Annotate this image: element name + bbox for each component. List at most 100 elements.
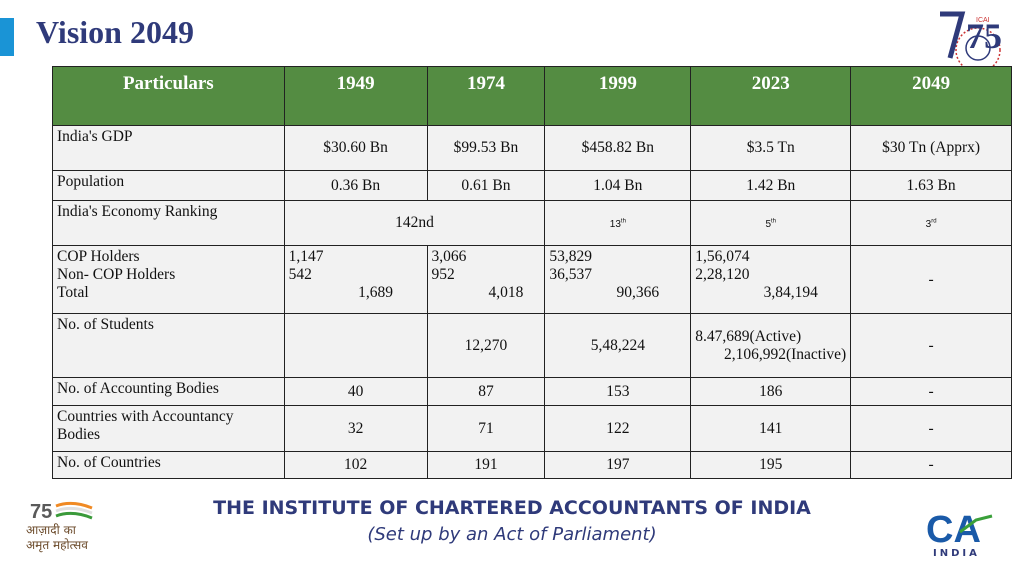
icai-75-logo-icon: 75 ICAI	[940, 11, 1002, 73]
total-value: 1,689	[358, 284, 394, 301]
table-cell: -	[850, 377, 1012, 406]
footer-subtitle: (Set up by an Act of Parliament)	[367, 524, 657, 545]
row-label: India's GDP	[52, 125, 285, 171]
total-label: Total	[57, 284, 89, 301]
row-label: Countries with Accountancy Bodies	[52, 405, 285, 452]
row-label: COP Holders Non- COP Holders Total	[52, 245, 285, 314]
table-cell: -	[850, 245, 1012, 314]
table-cell: 186	[690, 377, 852, 406]
table-cell: 87	[426, 377, 546, 406]
rank-suffix: th	[620, 218, 626, 225]
column-header: 1999	[544, 66, 692, 126]
svg-text:CA: CA	[926, 509, 981, 551]
table-cell: 102	[283, 451, 428, 479]
table-cell: 13th	[544, 200, 692, 246]
table-cell: 141	[690, 405, 852, 452]
table-cell: 0.36 Bn	[283, 170, 428, 201]
column-header: 1949	[283, 66, 428, 126]
table-header-row: Particulars 1949 1974 1999 2023 2049	[52, 66, 1012, 126]
table-cell: $458.82 Bn	[544, 125, 692, 171]
table-cell: 1.42 Bn	[690, 170, 852, 201]
table-row-gdp: India's GDP $30.60 Bn $99.53 Bn $458.82 …	[52, 125, 1012, 171]
table-cell: 12,270	[426, 313, 546, 378]
row-label: Population	[52, 170, 285, 201]
table-row-students: No. of Students 12,270 5,48,224 8.47,689…	[52, 313, 1012, 378]
table-cell: 71	[426, 405, 546, 452]
table-row-ranking: India's Economy Ranking 142nd 13th 5th 3…	[52, 200, 1012, 246]
table-cell: $30.60 Bn	[283, 125, 428, 171]
table-cell: 5th	[690, 200, 852, 246]
table-row-bodies: No. of Accounting Bodies 40 87 153 186 -	[52, 377, 1012, 406]
column-header: 1974	[426, 66, 546, 126]
column-header: 2049	[850, 66, 1012, 126]
table-cell: 3rd	[850, 200, 1012, 246]
table-cell: 1,56,074 2,28,120 3,84,194	[690, 245, 852, 314]
table-cell: $3.5 Tn	[690, 125, 852, 171]
cop-label: COP Holders	[57, 248, 140, 265]
rank-value: 5	[765, 219, 772, 230]
column-header: 2023	[690, 66, 852, 126]
noncop-value: 542	[288, 266, 312, 283]
table-cell: 1.04 Bn	[544, 170, 692, 201]
noncop-value: 2,28,120	[695, 266, 750, 283]
table-cell: 1.63 Bn	[850, 170, 1012, 201]
total-value: 4,018	[488, 284, 524, 301]
table-cell: 195	[690, 451, 852, 479]
table-cell	[283, 313, 428, 378]
row-label: No. of Accounting Bodies	[52, 377, 285, 406]
footer-institute-title: THE INSTITUTE OF CHARTERED ACCOUNTANTS O…	[213, 497, 811, 519]
table-row-population: Population 0.36 Bn 0.61 Bn 1.04 Bn 1.42 …	[52, 170, 1012, 201]
slide-title: Vision 2049	[36, 14, 194, 50]
table-cell: -	[850, 313, 1012, 378]
azadi-text: आज़ादी का अमृत महोत्सव	[26, 523, 88, 553]
ca-india-logo-icon: CA	[926, 509, 993, 551]
row-label: No. of Students	[52, 313, 285, 378]
title-accent-bar	[0, 18, 14, 56]
table-cell: $99.53 Bn	[426, 125, 546, 171]
svg-text:75: 75	[30, 501, 52, 523]
svg-text:75: 75	[966, 16, 1002, 56]
table-cell: 197	[544, 451, 692, 479]
rank-value: 3	[925, 219, 932, 230]
table-row-cop: COP Holders Non- COP Holders Total 1,147…	[52, 245, 1012, 314]
azadi-ka-amrit-mahotsav-logo-icon: 75	[30, 501, 93, 523]
active-students: 8.47,689(Active)	[695, 327, 802, 345]
svg-text:ICAI: ICAI	[976, 17, 990, 24]
table-cell: -	[850, 405, 1012, 452]
ca-india-text: INDIA	[933, 548, 980, 559]
table-cell: 32	[283, 405, 428, 452]
table-cell: 1,147 542 1,689	[283, 245, 428, 314]
table-cell: 122	[544, 405, 692, 452]
table-cell: 0.61 Bn	[426, 170, 546, 201]
rank-value: 13	[609, 219, 621, 230]
cop-value: 1,147	[288, 248, 324, 265]
inactive-students: 2,106,992(Inactive)	[723, 345, 847, 363]
azadi-line2: अमृत महोत्सव	[26, 538, 88, 552]
table-cell: 53,829 36,537 90,366	[544, 245, 692, 314]
cop-value: 1,56,074	[695, 248, 750, 265]
table-cell: 5,48,224	[544, 313, 692, 378]
noncop-value: 36,537	[549, 266, 593, 283]
vision-table: Particulars 1949 1974 1999 2023 2049 Ind…	[52, 66, 1012, 479]
table-cell: 153	[544, 377, 692, 406]
cop-value: 3,066	[431, 248, 467, 265]
cop-value: 53,829	[549, 248, 593, 265]
row-label: India's Economy Ranking	[52, 200, 285, 246]
table-cell: 3,066 952 4,018	[426, 245, 546, 314]
table-cell: $30 Tn (Apprx)	[850, 125, 1012, 171]
table-row-countries: No. of Countries 102 191 197 195 -	[52, 451, 1012, 479]
table-cell: 142nd	[283, 200, 546, 246]
row-label: No. of Countries	[52, 451, 285, 479]
rank-suffix: rd	[931, 218, 937, 225]
azadi-line1: आज़ादी का	[26, 523, 76, 537]
total-value: 3,84,194	[763, 284, 818, 301]
column-header: Particulars	[52, 66, 285, 126]
noncop-label: Non- COP Holders	[57, 266, 176, 283]
table-cell: 40	[283, 377, 428, 406]
table-cell: 8.47,689(Active) 2,106,992(Inactive)	[690, 313, 852, 378]
table-row-countries-accountancy: Countries with Accountancy Bodies 32 71 …	[52, 405, 1012, 452]
noncop-value: 952	[431, 266, 455, 283]
rank-suffix: th	[771, 218, 777, 225]
table-cell: 191	[426, 451, 546, 479]
total-value: 90,366	[616, 284, 660, 301]
